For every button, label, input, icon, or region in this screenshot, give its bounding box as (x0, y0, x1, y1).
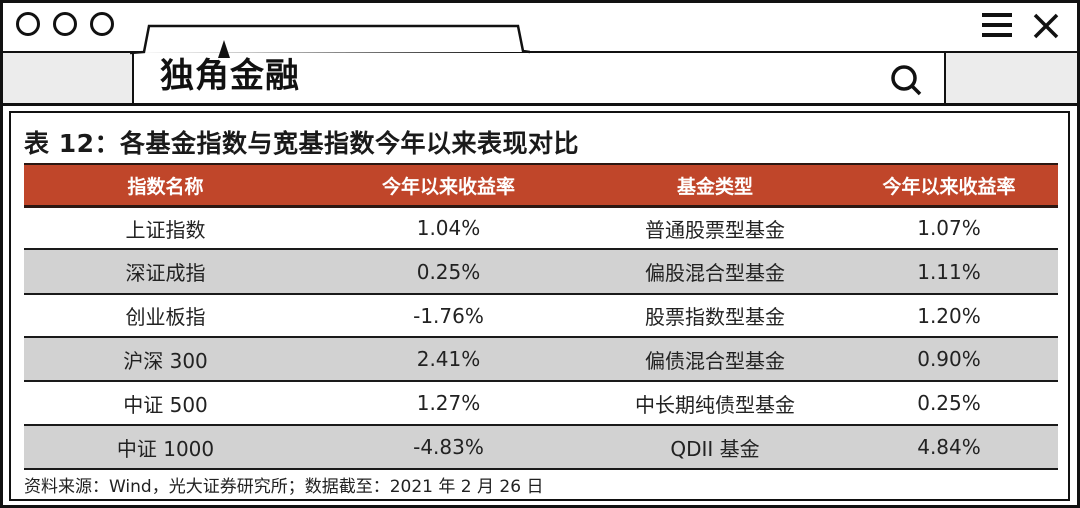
index-return: 1.04% (416, 216, 481, 240)
index-name: 沪深 300 (123, 348, 208, 373)
fund-return: 1.07% (917, 216, 981, 240)
table-row: 上证指数 1.04% 普通股票型基金 1.07% (24, 208, 1058, 250)
index-return: -4.83% (413, 435, 484, 459)
fund-return: 1.20% (917, 303, 981, 328)
index-name: 上证指数 (125, 217, 206, 242)
window-control-circle-3[interactable] (90, 12, 114, 36)
fund-return: 0.25% (917, 391, 981, 415)
index-name: 深证成指 (125, 261, 206, 285)
index-name: 创业板指 (125, 305, 206, 329)
source-note: 资料来源：Wind，光大证券研究所；数据截至：2021 年 2 月 26 日 (24, 477, 544, 497)
header-fund-type: 基金类型 (676, 175, 753, 198)
table-row: 深证成指 0.25% 偏股混合型基金 1.11% (24, 250, 1058, 295)
left-toolbar-pane (3, 53, 134, 103)
comparison-table: 指数名称 今年以来收益率 基金类型 今年以来收益率 上证指数 1.04% 普通股… (24, 163, 1058, 470)
fund-type: 偏股混合型基金 (645, 261, 785, 285)
header-index-name: 指数名称 (127, 175, 204, 198)
table-row: 沪深 300 2.41% 偏债混合型基金 0.90% (24, 338, 1058, 382)
fund-type: 股票指数型基金 (645, 305, 785, 329)
header-index-return: 今年以来收益率 (381, 175, 515, 198)
fund-return: 4.84% (917, 435, 981, 459)
index-name: 中证 1000 (116, 436, 215, 461)
index-name: 中证 500 (123, 392, 208, 417)
address-bar[interactable] (136, 53, 944, 103)
search-icon[interactable] (888, 62, 924, 98)
table-row: 中证 500 1.27% 中长期纯债型基金 0.25% (24, 382, 1058, 426)
fund-type: 偏债混合型基金 (645, 348, 785, 373)
close-icon[interactable] (1030, 10, 1062, 42)
right-toolbar-pane (944, 53, 1077, 103)
window-control-circle-1[interactable] (16, 12, 40, 36)
table-row: 创业板指 -1.76% 股票指数型基金 1.20% (24, 295, 1058, 338)
fund-return: 1.11% (917, 259, 981, 284)
fund-return: 0.90% (917, 347, 981, 371)
header-fund-return: 今年以来收益率 (882, 175, 1016, 198)
fund-type: 中长期纯债型基金 (635, 392, 795, 417)
table-row: 中证 1000 -4.83% QDII 基金 4.84% (24, 426, 1058, 470)
logo-peak-icon (218, 40, 230, 58)
browser-tab[interactable] (130, 24, 530, 56)
hamburger-icon[interactable] (982, 13, 1012, 37)
index-return: -1.76% (413, 303, 484, 328)
table-title: 表 12：各基金指数与宽基指数今年以来表现对比 (24, 129, 579, 158)
fund-type: 普通股票型基金 (645, 217, 785, 242)
index-return: 2.41% (416, 347, 481, 371)
site-logo: 独角金融 (160, 56, 300, 96)
index-return: 1.27% (416, 391, 481, 415)
content-divider (0, 103, 1080, 106)
index-return: 0.25% (416, 259, 481, 284)
window-control-circle-2[interactable] (53, 12, 77, 36)
tabbar-divider (0, 51, 1080, 53)
fund-type: QDII 基金 (670, 436, 760, 461)
table-header: 指数名称 今年以来收益率 基金类型 今年以来收益率 (24, 163, 1058, 208)
